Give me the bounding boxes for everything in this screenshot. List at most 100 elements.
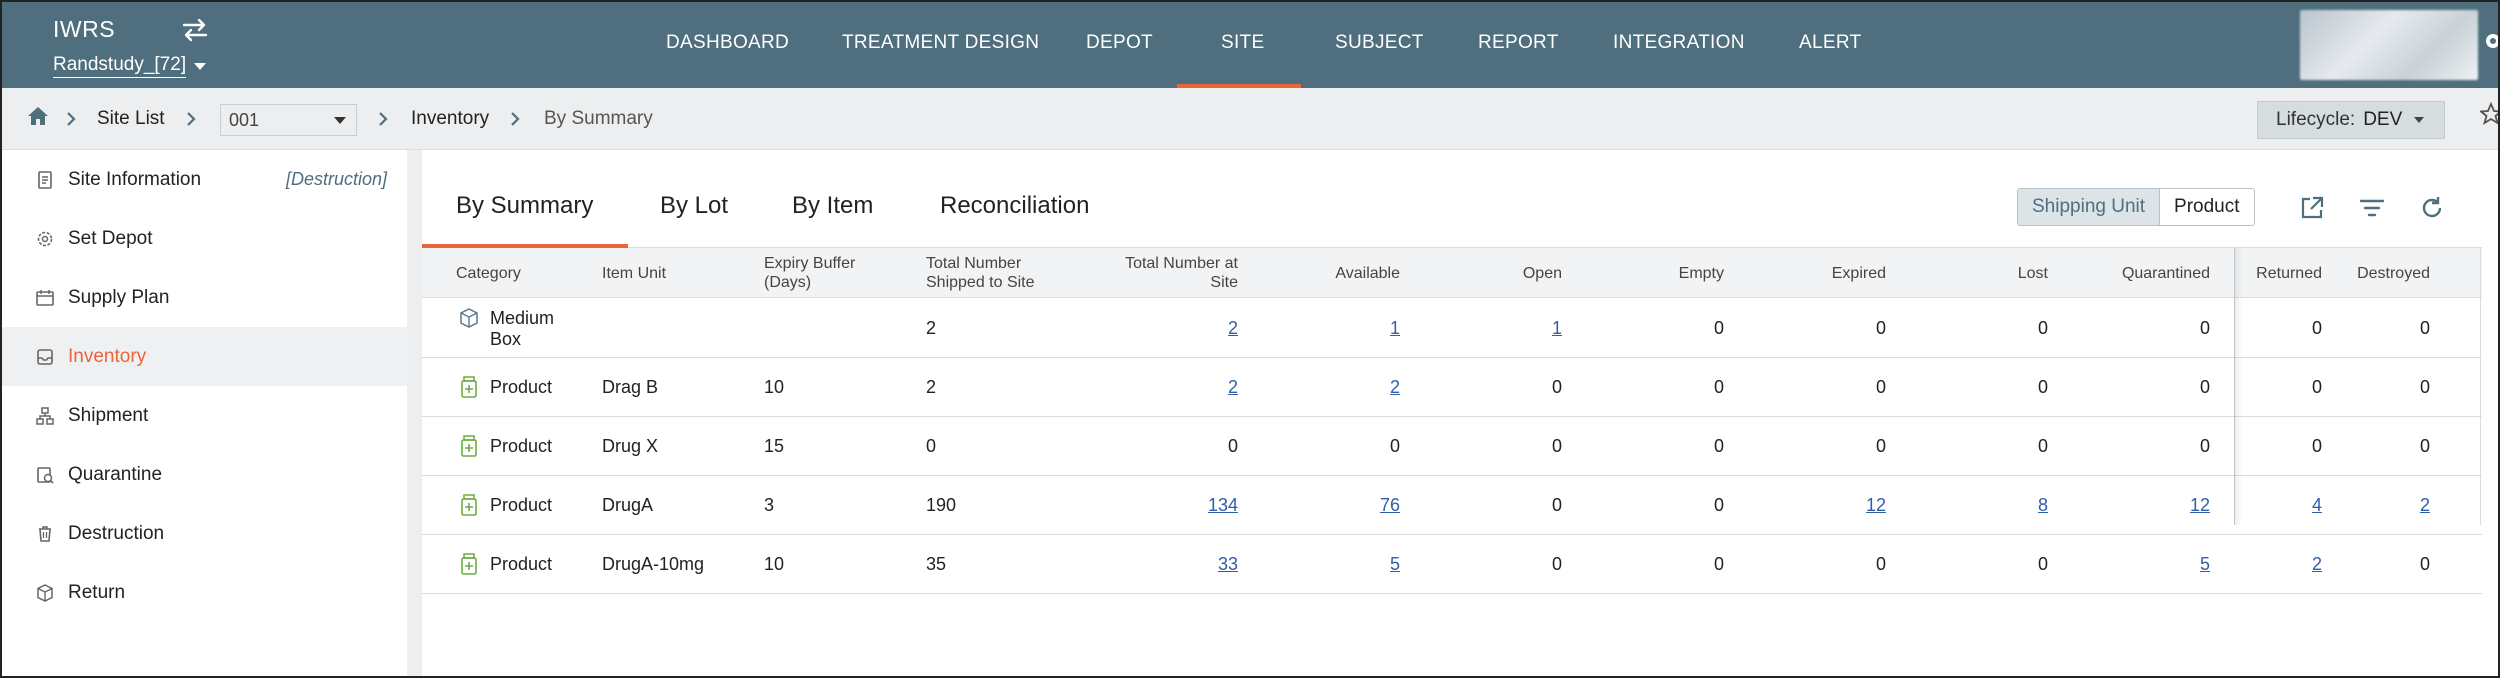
link-quarantined[interactable]: 5: [2199, 554, 2210, 574]
nav-depot[interactable]: DEPOT: [1086, 32, 1153, 53]
link-available[interactable]: 1: [1389, 318, 1400, 338]
cell-shipped: 2: [926, 377, 937, 397]
category-line: Medium: [490, 307, 555, 328]
settings-gear-icon[interactable]: [2482, 30, 2500, 52]
col-header-quarantined: Quarantined: [2121, 264, 2210, 282]
medicine-bottle-icon: [461, 494, 477, 516]
open-external-icon[interactable]: [2298, 194, 2326, 222]
cell-lost: 0: [2037, 377, 2048, 397]
cell-expiry: 15: [764, 436, 785, 456]
sidebar-item-set-depot[interactable]: Set Depot: [2, 209, 407, 268]
cell-category: Product: [490, 436, 553, 456]
breadcrumb-current: By Summary: [544, 108, 653, 129]
nav-site[interactable]: SITE: [1221, 32, 1265, 53]
sidebar-item-inventory[interactable]: Inventory: [2, 327, 407, 386]
nav-report[interactable]: REPORT: [1478, 32, 1559, 53]
sidebar-item-supply-plan[interactable]: Supply Plan: [2, 268, 407, 327]
cell-open: 0: [1551, 377, 1562, 397]
chevron-down-icon: [334, 117, 346, 124]
cell-lost: 0: [2037, 554, 2048, 574]
swap-icon[interactable]: [180, 18, 210, 42]
box-icon: [37, 583, 53, 602]
home-icon[interactable]: [26, 105, 50, 127]
table-header: Category Item Unit Expiry Buffer (Days) T…: [422, 248, 2482, 298]
col-header-line: Shipped to Site: [926, 274, 1035, 291]
sidebar-item-quarantine[interactable]: Quarantine: [2, 445, 407, 504]
breadcrumb: Site List 001 Inventory By Summary Lifec…: [2, 88, 2498, 150]
tab-by-lot[interactable]: By Lot: [660, 192, 729, 219]
sidebar-item-return[interactable]: Return: [2, 563, 407, 622]
cell-quarantined: 0: [2199, 318, 2210, 338]
breadcrumb-inventory[interactable]: Inventory: [411, 108, 490, 129]
col-header-total-shipped: Total Number Shipped to Site: [926, 248, 1096, 298]
link-at-site[interactable]: 134: [1207, 495, 1238, 515]
nav-dashboard[interactable]: DASHBOARD: [666, 32, 790, 53]
lifecycle-value: DEV: [2363, 109, 2403, 130]
cell-shipped: 190: [926, 495, 957, 515]
toggle-product[interactable]: Product: [2160, 189, 2254, 225]
col-header-line: Site: [1210, 274, 1238, 291]
filter-icon[interactable]: [2358, 194, 2386, 222]
cell-expired: 0: [1875, 377, 1886, 397]
link-available[interactable]: 76: [1379, 495, 1400, 515]
link-returned[interactable]: 2: [2311, 554, 2322, 574]
tab-reconciliation[interactable]: Reconciliation: [940, 192, 1090, 219]
link-quarantined[interactable]: 12: [2189, 495, 2210, 515]
refresh-icon[interactable]: [2418, 194, 2446, 222]
link-available[interactable]: 2: [1389, 377, 1400, 397]
lifecycle-selector[interactable]: Lifecycle: DEV: [2257, 101, 2445, 139]
table-row: Product DrugA 3 190 134 76 0 0 12 8 12 4…: [422, 476, 2482, 535]
link-lost[interactable]: 8: [2037, 495, 2048, 515]
nav-treatment-design[interactable]: TREATMENT DESIGN: [842, 32, 1040, 53]
sticky-column-divider: [2234, 248, 2235, 525]
nav-subject[interactable]: SUBJECT: [1335, 32, 1424, 53]
sidebar-item-destruction[interactable]: Destruction: [2, 504, 407, 563]
cell-open: 0: [1551, 554, 1562, 574]
cell-available: 0: [1389, 436, 1400, 456]
cell-category: Medium Box: [490, 299, 600, 358]
breadcrumb-site-list[interactable]: Site List: [97, 108, 165, 129]
study-selector[interactable]: Randstudy_[72]: [53, 54, 207, 78]
sidebar-item-label: Shipment: [68, 404, 149, 426]
col-header-expired: Expired: [1831, 264, 1886, 282]
medicine-bottle-icon: [461, 553, 477, 575]
link-returned[interactable]: 4: [2311, 495, 2322, 515]
link-open[interactable]: 1: [1551, 318, 1562, 338]
site-select[interactable]: 001: [220, 104, 357, 136]
cell-empty: 0: [1713, 318, 1724, 338]
cell-expiry: [764, 299, 914, 358]
col-header-item-unit: Item Unit: [602, 264, 667, 282]
nav-integration[interactable]: INTEGRATION: [1613, 32, 1745, 53]
cell-empty: 0: [1713, 377, 1724, 397]
nav-alert[interactable]: ALERT: [1799, 32, 1862, 53]
cell-item-unit: Drug X: [602, 436, 659, 456]
table-row: Product Drug X 15 0 0 0 0 0 0 0 0 0 0: [422, 417, 2482, 476]
top-bar: IWRS Randstudy_[72] DASHBOARD TREATMENT …: [2, 2, 2500, 88]
sidebar-item-label: Return: [68, 581, 126, 603]
cell-expiry: 3: [764, 495, 775, 515]
link-expired[interactable]: 12: [1865, 495, 1886, 515]
link-destroyed[interactable]: 2: [2419, 495, 2430, 515]
tab-bar: By Summary By Lot By Item Reconciliation…: [422, 150, 2482, 248]
col-header-available: Available: [1335, 264, 1400, 282]
chevron-right-icon: [379, 112, 388, 126]
col-header-expiry-buffer: Expiry Buffer (Days): [764, 248, 924, 298]
link-at-site[interactable]: 2: [1227, 377, 1238, 397]
quarantine-icon: [37, 466, 54, 484]
tab-by-item[interactable]: By Item: [792, 192, 874, 219]
link-at-site[interactable]: 2: [1227, 318, 1238, 338]
toggle-shipping-unit[interactable]: Shipping Unit: [2018, 189, 2161, 225]
cell-category: Product: [490, 554, 553, 574]
cell-quarantined: 0: [2199, 436, 2210, 456]
sidebar-item-site-information[interactable]: Site Information [Destruction]: [2, 150, 407, 209]
sidebar-item-shipment[interactable]: Shipment: [2, 386, 407, 445]
star-icon[interactable]: [2480, 102, 2500, 126]
cell-shipped: 35: [926, 554, 947, 574]
link-at-site[interactable]: 33: [1217, 554, 1238, 574]
link-available[interactable]: 5: [1389, 554, 1400, 574]
user-avatar[interactable]: [2300, 10, 2478, 80]
status-badge: [Destruction]: [285, 169, 387, 189]
unit-toggle: Shipping Unit Product: [2017, 188, 2255, 226]
cell-returned: 0: [2311, 377, 2322, 397]
tab-by-summary[interactable]: By Summary: [456, 192, 594, 219]
